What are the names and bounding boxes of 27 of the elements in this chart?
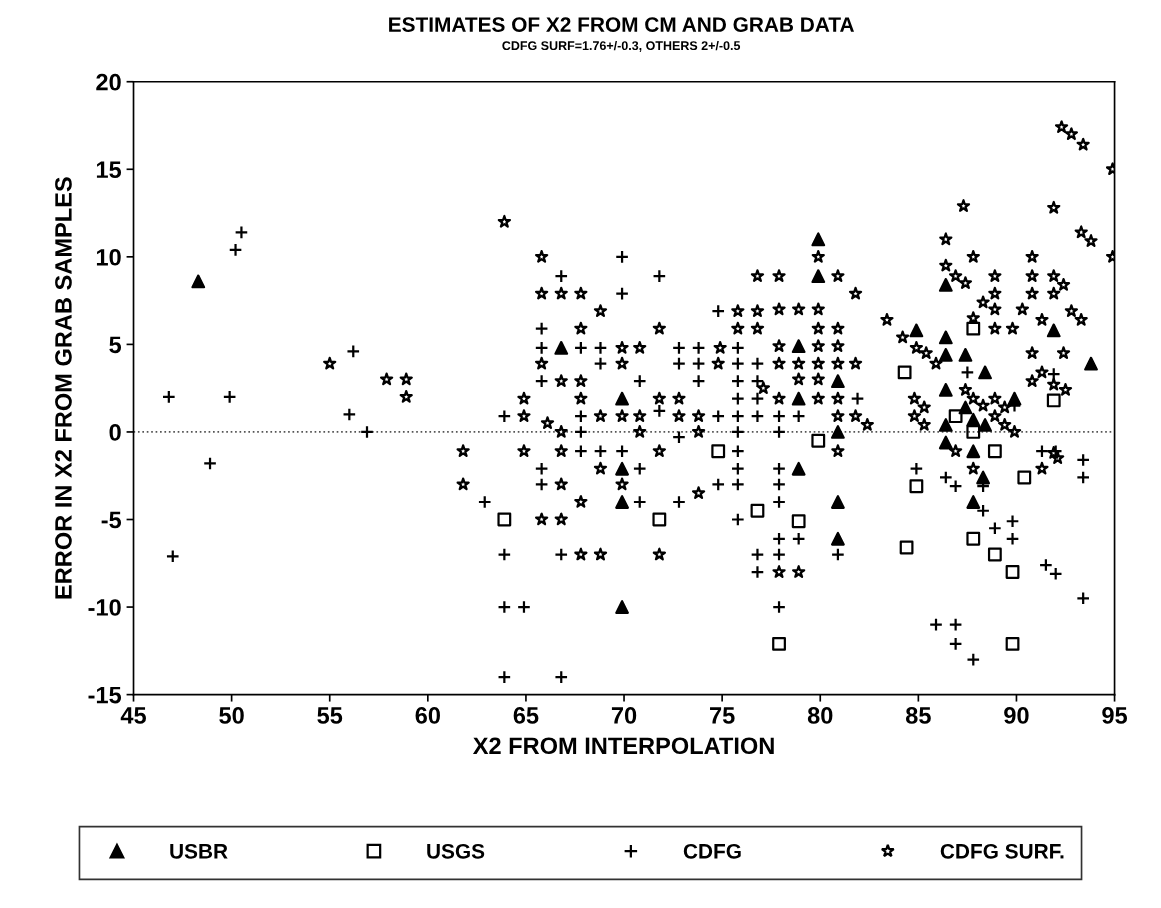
y-tick-label: -15 — [88, 686, 122, 704]
x-tick-label: 65 — [513, 707, 539, 724]
x-tick-label: 70 — [611, 707, 637, 724]
x-tick-label: 50 — [219, 707, 244, 724]
x-tick-label: 80 — [807, 707, 833, 724]
y-tick-label: 15 — [96, 161, 122, 179]
chart-title: ESTIMATES OF X2 FROM CM AND GRAB DATA — [389, 17, 854, 32]
x-tick-label: 75 — [710, 707, 735, 724]
x-tick-label: 60 — [415, 707, 440, 724]
chart-subtitle: CDFG SURF=1.76+/-0.3, OTHERS 2+/-0.5 — [502, 40, 741, 52]
y-axis-title: ERROR IN X2 FROM GRAB SAMPLES — [55, 177, 72, 599]
legend-label: CDFG SURF. — [940, 843, 1064, 859]
y-tick-label: -5 — [101, 511, 122, 529]
y-tick-label: 20 — [96, 73, 121, 91]
legend-label: USBR — [170, 843, 228, 859]
x-tick-label: 55 — [317, 707, 343, 724]
y-tick-label: 5 — [109, 336, 122, 354]
x-tick-label: 95 — [1102, 707, 1128, 724]
y-tick-label: 10 — [96, 248, 121, 266]
y-tick-label: 0 — [109, 424, 121, 441]
legend-label: CDFG — [683, 843, 741, 859]
y-tick-label: -10 — [88, 599, 121, 616]
x-tick-label: 85 — [905, 707, 931, 724]
x-tick-label: 90 — [1004, 707, 1029, 724]
x-axis-title: X2 FROM INTERPOLATION — [472, 737, 774, 755]
x-tick-label: 45 — [120, 707, 146, 724]
legend-label: USGS — [427, 843, 485, 859]
